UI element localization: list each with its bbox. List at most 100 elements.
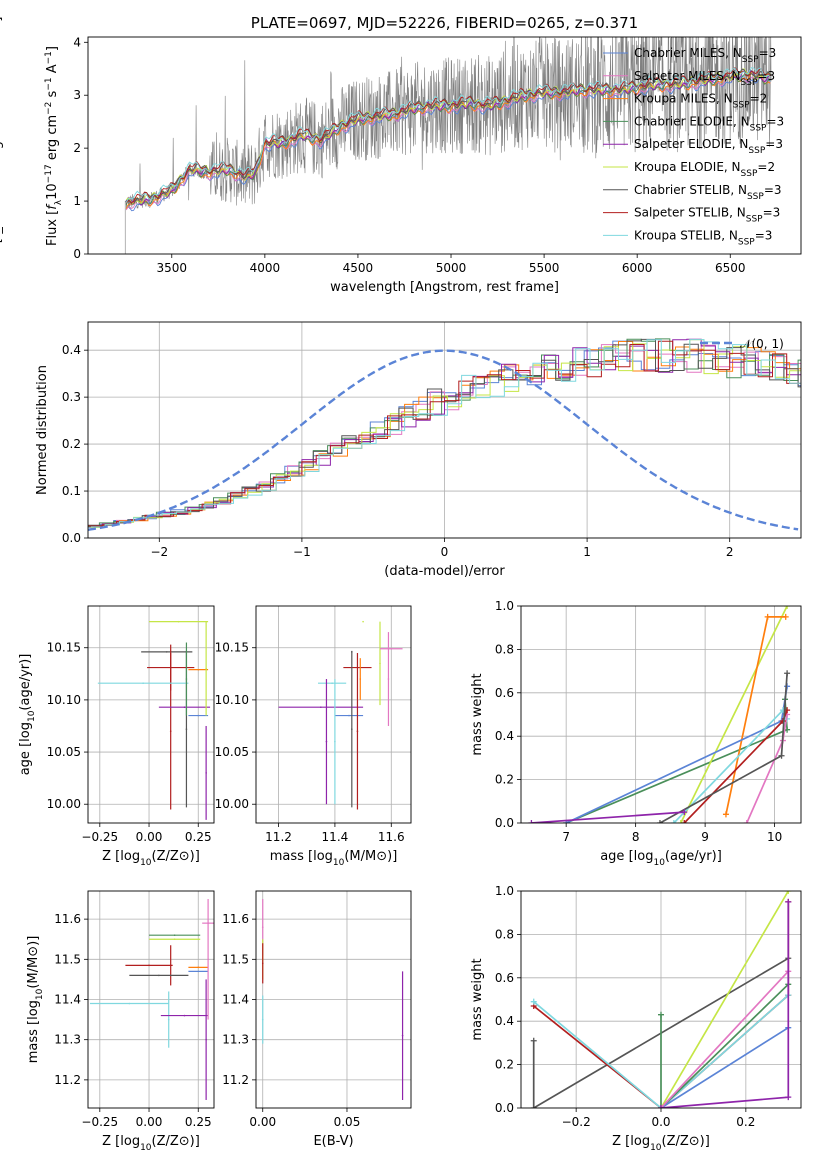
data-point-salpeter_stelib bbox=[261, 962, 264, 965]
data-point-salpeter_elodie bbox=[325, 740, 328, 743]
data-point-kroupa_elodie bbox=[173, 938, 176, 941]
label-part: age [log bbox=[18, 722, 33, 775]
label-part: (M/M⊙)] bbox=[26, 936, 41, 989]
y-tick-label: 11.4 bbox=[222, 993, 249, 1007]
x-tick-label: 11.4 bbox=[322, 830, 349, 844]
legend-label: Chabrier STELIB, NSSP=3 bbox=[634, 183, 782, 202]
x-tick-label: −0.25 bbox=[81, 830, 118, 844]
y-label-part: erg cm bbox=[45, 115, 60, 164]
weight-line-salpeter_miles bbox=[660, 970, 789, 1108]
legend-suffix: =3 bbox=[766, 114, 784, 128]
y-tick-label: 10.10 bbox=[47, 693, 81, 707]
y-label-part: Flux [ bbox=[45, 210, 60, 246]
y-axis-label: mass weight bbox=[470, 958, 485, 1040]
y-label-part: −17 bbox=[44, 164, 54, 183]
histogram-salpeter_stelib bbox=[88, 340, 801, 527]
legend-sub: SSP bbox=[750, 123, 767, 133]
data-point-salpeter_stelib bbox=[356, 730, 359, 732]
legend-sub: SSP bbox=[733, 101, 750, 111]
x-axis-label: age [log10(age/yr)] bbox=[600, 849, 722, 868]
legend-label: 𝒩(0, 1) bbox=[740, 337, 784, 351]
y-tick-label: 11.3 bbox=[222, 1033, 249, 1047]
label-sub: 10 bbox=[35, 988, 45, 1000]
legend-suffix: =3 bbox=[765, 137, 783, 151]
axes-frame bbox=[255, 605, 412, 824]
legend-sub: SSP bbox=[746, 215, 763, 225]
weight-marker-chabrier_stelib bbox=[530, 1105, 537, 1108]
y-tick-label: 10.15 bbox=[215, 641, 249, 655]
legend-text: Salpeter STELIB, N bbox=[634, 206, 746, 220]
y-label-part: −1 bbox=[44, 77, 54, 90]
weight-marker-salpeter_elodie bbox=[658, 1105, 664, 1108]
y-tick-label: 4 bbox=[73, 35, 81, 49]
axes-weight_vs_Z: −0.2 0.0 0.2 0.0 0.2 0.4 0.6 0.8 1.0 Z [log10(Z/Z… bbox=[470, 884, 802, 1153]
y-label-part: f bbox=[45, 203, 60, 210]
weight-line-chabrier_elodie bbox=[660, 983, 789, 1108]
axes-residuals: −2 −1 0 1 2 0.0 0.1 0.2 0.3 0.4 (data-model)/error… bbox=[35, 321, 802, 579]
x-tick-label: 4500 bbox=[343, 261, 374, 275]
weight-marker-kroupa_elodie bbox=[784, 606, 791, 609]
y-tick-label: 0.6 bbox=[495, 686, 514, 700]
weight-marker-kroupa_elodie bbox=[677, 820, 684, 823]
x-tick-label: 0.00 bbox=[136, 1115, 163, 1129]
model-spectrum-line-kroupa_miles bbox=[125, 72, 771, 209]
weight-line-chabrier_stelib bbox=[532, 957, 789, 1108]
x-tick-label: 11.6 bbox=[378, 830, 405, 844]
data-point-salpeter_miles bbox=[390, 647, 393, 650]
data-point-salpeter_stelib bbox=[169, 964, 172, 967]
data-point-kroupa_elodie bbox=[177, 620, 180, 623]
data-point-kroupa_stelib bbox=[334, 740, 336, 743]
legend-text: Chabrier ELODIE, N bbox=[634, 114, 750, 128]
data-point-kroupa_elodie bbox=[205, 667, 207, 670]
y-tick-label: 11.6 bbox=[222, 912, 249, 926]
data-point-salpeter_miles bbox=[207, 958, 209, 961]
label-sub: 10 bbox=[650, 1143, 662, 1153]
data-point-kroupa_stelib bbox=[167, 1018, 170, 1021]
y-tick-label: 0.8 bbox=[495, 927, 514, 941]
x-tick-label: 0.00 bbox=[136, 830, 163, 844]
label-part: Z [log bbox=[102, 1134, 140, 1149]
axes-frame bbox=[255, 890, 412, 1109]
legend-text: Kroupa ELODIE, N bbox=[634, 160, 741, 174]
y-tick-label: 11.6 bbox=[54, 912, 81, 926]
plot-area bbox=[124, 37, 772, 254]
x-axis-label: (data-model)/error bbox=[384, 564, 505, 579]
x-tick-label: −1 bbox=[293, 545, 311, 559]
legend-text: Chabrier STELIB, N bbox=[634, 183, 747, 197]
label-sub: 10 bbox=[653, 858, 665, 868]
y-tick-label: 0.2 bbox=[495, 1058, 514, 1072]
label-sub: 10 bbox=[140, 1143, 152, 1153]
data-point-kroupa_miles bbox=[197, 966, 200, 969]
legend-label: Chabrier MILES, NSSP=3 bbox=[634, 46, 776, 65]
legend-suffix: =2 bbox=[757, 160, 775, 174]
data-point-salpeter_elodie bbox=[183, 1014, 186, 1017]
data-point-chabrier_miles bbox=[197, 714, 200, 717]
weight-marker-salpeter_stelib bbox=[681, 820, 688, 823]
y-axis-label: Flux [f_λ 10^-17 erg cm^-2 s^-1 A^-1] bbox=[0, 17, 4, 275]
axes-frame bbox=[87, 605, 215, 824]
plot-area bbox=[521, 606, 801, 823]
data-point-chabrier_miles bbox=[348, 714, 350, 717]
legend-text: Kroupa STELIB, N bbox=[634, 228, 738, 242]
y-tick-label: 11.5 bbox=[54, 952, 81, 966]
data-point-salpeter_miles bbox=[387, 678, 390, 680]
data-point-kroupa_elodie bbox=[379, 662, 381, 665]
legend-suffix: =2 bbox=[750, 92, 768, 106]
data-point-salpeter_elodie bbox=[205, 1038, 207, 1041]
data-point-kroupa_elodie bbox=[362, 620, 364, 623]
axes-mass_vs_ebv: 0.00 0.05 11.2 11.3 11.4 11.5 11.6 E(B-V) bbox=[222, 890, 412, 1149]
x-tick-label: 0.0 bbox=[651, 1115, 670, 1129]
y-tick-label: 10.15 bbox=[47, 641, 81, 655]
legend-text: Kroupa MILES, N bbox=[634, 92, 733, 106]
data-point-salpeter_elodie bbox=[183, 706, 186, 708]
label-sub: 10 bbox=[333, 858, 345, 868]
x-tick-label: 5000 bbox=[436, 261, 467, 275]
axes-frame bbox=[87, 36, 802, 255]
model-spectrum-line-chabrier_stelib bbox=[125, 68, 771, 205]
x-tick-label: 0.05 bbox=[334, 1115, 361, 1129]
label-part: Z [log bbox=[102, 849, 140, 864]
normal-curve bbox=[88, 349, 799, 531]
data-point-chabrier_miles bbox=[197, 970, 200, 973]
